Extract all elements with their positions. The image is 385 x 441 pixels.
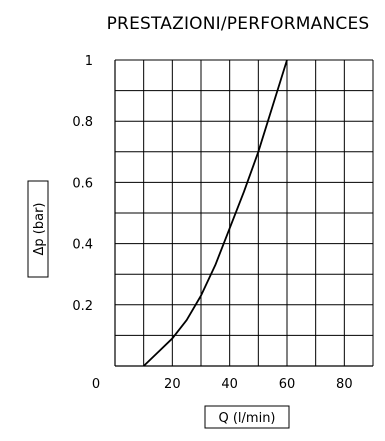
x-tick-label: 80 xyxy=(336,377,353,392)
y-axis-label-frame xyxy=(27,180,49,278)
x-tick-label: 20 xyxy=(164,377,181,392)
y-tick-label: 0.8 xyxy=(72,115,93,130)
x-tick-label: 40 xyxy=(221,377,238,392)
x-axis-label-box: Q (l/min) xyxy=(204,405,290,429)
y-tick-label: 0.4 xyxy=(72,238,93,253)
y-axis-label: Δp (bar) xyxy=(32,203,47,256)
x-axis-label: Q (l/min) xyxy=(218,411,275,426)
y-axis-label-box: Δp (bar) xyxy=(27,180,49,278)
chart-title: PRESTAZIONI/PERFORMANCES xyxy=(107,14,370,34)
y-tick-labels: 0.2 0.4 0.6 0.8 1 xyxy=(72,54,93,314)
x-tick-label: 60 xyxy=(279,377,296,392)
series-line xyxy=(143,59,288,367)
x-tick-labels: 0 20 40 60 80 xyxy=(92,377,353,392)
y-tick-label: 0.2 xyxy=(72,299,93,314)
x-axis-label-frame xyxy=(204,405,290,429)
y-tick-label: 1 xyxy=(85,54,93,69)
x-tick-label: 0 xyxy=(92,377,100,392)
horizontal-gridlines xyxy=(115,59,373,336)
y-tick-label: 0.6 xyxy=(72,176,93,191)
